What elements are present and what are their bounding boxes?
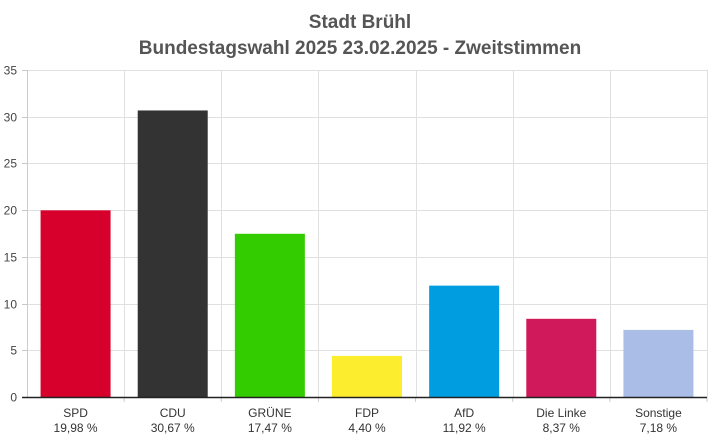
bar-grüne[interactable] — [234, 233, 305, 397]
x-category-label: FDP — [355, 406, 379, 420]
bar-cdu[interactable] — [137, 110, 208, 397]
y-tick-label: 10 — [4, 298, 18, 312]
chart-title-line-2: Bundestagswahl 2025 23.02.2025 - Zweitst… — [138, 38, 582, 59]
y-tick-label: 30 — [4, 111, 18, 125]
chart-title-line-1: Stadt Brühl — [308, 12, 412, 33]
y-tick-label: 35 — [4, 64, 18, 78]
x-value-label: 17,47 % — [248, 421, 292, 435]
y-tick-label: 20 — [4, 204, 18, 218]
x-value-label: 30,67 % — [151, 421, 195, 435]
x-category-label: GRÜNE — [248, 406, 291, 420]
x-value-label: 19,98 % — [54, 421, 98, 435]
y-tick-label: 0 — [10, 391, 17, 405]
x-category-label: Die Linke — [536, 406, 586, 420]
x-value-label: 4,40 % — [348, 421, 386, 435]
bar-spd[interactable] — [40, 210, 111, 397]
bar-die-linke[interactable] — [526, 318, 597, 397]
y-tick-label: 15 — [4, 251, 18, 265]
x-category-label: AfD — [454, 406, 474, 420]
axes — [22, 70, 708, 402]
x-value-label: 8,37 % — [543, 421, 581, 435]
bars — [40, 110, 694, 397]
y-tick-label: 5 — [10, 344, 17, 358]
chart-title: Stadt Brühl Bundestagswahl 2025 23.02.20… — [0, 10, 720, 62]
y-tick-label: 25 — [4, 157, 18, 171]
bar-fdp[interactable] — [332, 355, 402, 397]
x-category-label: SPD — [63, 406, 88, 420]
x-category-label: CDU — [160, 406, 186, 420]
bar-afd[interactable] — [429, 285, 500, 397]
x-category-label: Sonstige — [635, 406, 682, 420]
grid — [27, 70, 708, 397]
x-value-label: 11,92 % — [443, 421, 486, 435]
x-value-label: 7,18 % — [640, 421, 678, 435]
bar-sonstige[interactable] — [623, 329, 694, 397]
